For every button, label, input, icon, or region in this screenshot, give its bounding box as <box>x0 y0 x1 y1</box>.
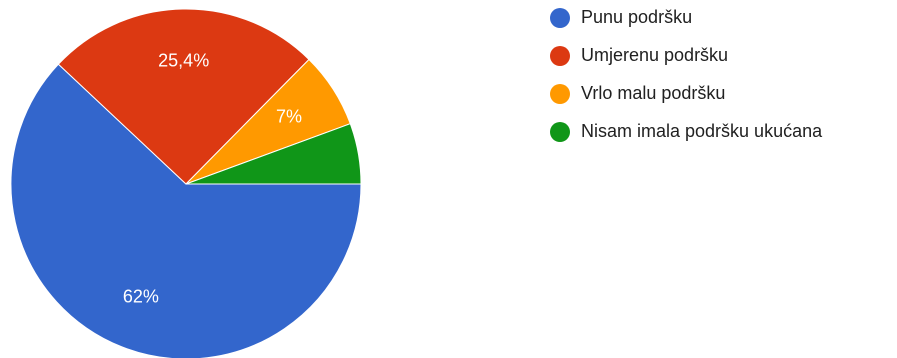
pie-slices <box>10 8 362 358</box>
slice-label-punu-podrsku: 62% <box>123 287 159 307</box>
legend-marker <box>550 46 570 66</box>
pie-slice-nisam-imala-podrsku-ukucana[interactable] <box>185 123 362 185</box>
slice-label-umjerenu-podrsku: 25,4% <box>158 50 209 70</box>
legend-item-punu-podrsku[interactable]: Punu podršku <box>550 7 692 28</box>
legend-label: Nisam imala podršku ukućana <box>581 121 823 141</box>
legend-item-nisam-imala-podrsku-ukucana[interactable]: Nisam imala podršku ukućana <box>550 121 823 142</box>
legend-label: Umjerenu podršku <box>581 45 728 65</box>
legend-marker <box>550 84 570 104</box>
legend-item-vrlo-malu-podrsku[interactable]: Vrlo malu podršku <box>550 83 725 104</box>
legend-marker <box>550 122 570 142</box>
legend: Punu podršku Umjerenu podršku Vrlo malu po… <box>550 7 823 142</box>
slice-label-vrlo-malu-podrsku: 7% <box>276 106 302 126</box>
pie-slice-umjerenu-podrsku[interactable] <box>57 8 310 185</box>
pie-slice-labels: 62% 25,4% 7% <box>123 50 302 306</box>
legend-marker <box>550 8 570 28</box>
pie-slice-punu-podrsku[interactable] <box>10 63 362 358</box>
legend-item-umjerenu-podrsku[interactable]: Umjerenu podršku <box>550 45 728 66</box>
legend-label: Vrlo malu podršku <box>581 83 725 103</box>
legend-label: Punu podršku <box>581 7 692 27</box>
